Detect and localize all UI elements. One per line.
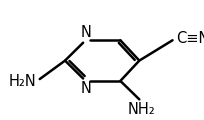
Text: C≡N: C≡N [176, 31, 204, 46]
Text: NH₂: NH₂ [128, 102, 156, 117]
Text: H₂N: H₂N [9, 74, 37, 89]
Text: N: N [80, 81, 91, 96]
Text: N: N [80, 25, 91, 40]
